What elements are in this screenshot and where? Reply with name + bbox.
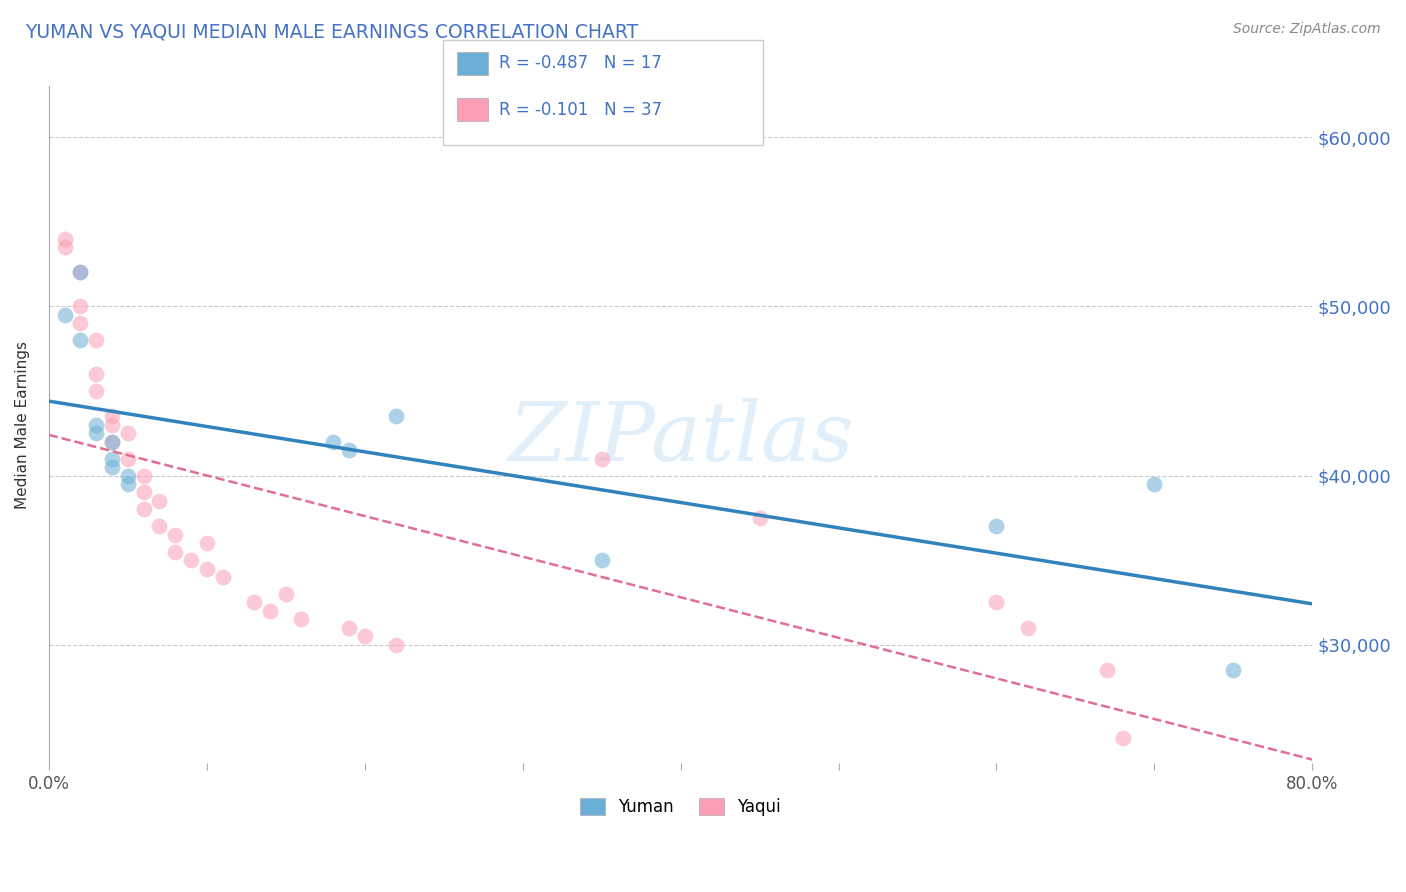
Point [591, 553, 613, 567]
Point [211, 570, 233, 584]
Point [132, 502, 155, 516]
Point [53, 308, 76, 322]
Point [1143, 477, 1166, 491]
Point [322, 434, 344, 449]
Point [117, 426, 139, 441]
Point [195, 561, 218, 575]
Text: Source: ZipAtlas.com: Source: ZipAtlas.com [1233, 22, 1381, 37]
Legend: Yuman, Yaqui: Yuman, Yaqui [574, 791, 787, 822]
Point [53, 240, 76, 254]
Point [1112, 731, 1135, 745]
Text: ZIPatlas: ZIPatlas [508, 399, 853, 478]
Point [84, 426, 107, 441]
Point [243, 595, 266, 609]
Point [84, 384, 107, 398]
Text: R = -0.101   N = 37: R = -0.101 N = 37 [499, 101, 662, 119]
Point [69, 265, 91, 279]
Point [101, 434, 124, 449]
Point [1017, 621, 1039, 635]
Point [148, 494, 170, 508]
Point [1095, 663, 1118, 677]
Point [180, 553, 202, 567]
Point [259, 604, 281, 618]
Point [101, 434, 124, 449]
Point [84, 417, 107, 432]
Point [117, 468, 139, 483]
Point [290, 612, 312, 626]
Point [591, 451, 613, 466]
Point [117, 451, 139, 466]
Point [84, 333, 107, 347]
Point [69, 265, 91, 279]
Point [274, 587, 297, 601]
Point [337, 621, 360, 635]
Point [385, 409, 408, 424]
Point [165, 527, 187, 541]
Point [69, 333, 91, 347]
Point [337, 443, 360, 458]
Point [353, 629, 375, 643]
Text: R = -0.487   N = 17: R = -0.487 N = 17 [499, 54, 662, 72]
Point [101, 409, 124, 424]
Text: YUMAN VS YAQUI MEDIAN MALE EARNINGS CORRELATION CHART: YUMAN VS YAQUI MEDIAN MALE EARNINGS CORR… [25, 22, 638, 41]
Point [132, 485, 155, 500]
Point [195, 536, 218, 550]
Point [101, 417, 124, 432]
Point [117, 477, 139, 491]
Y-axis label: Median Male Earnings: Median Male Earnings [15, 341, 30, 508]
Point [165, 544, 187, 558]
Point [132, 468, 155, 483]
Point [748, 510, 770, 524]
Point [385, 638, 408, 652]
Point [148, 519, 170, 533]
Point [69, 316, 91, 330]
Point [69, 299, 91, 313]
Point [53, 232, 76, 246]
Point [84, 367, 107, 381]
Point [986, 595, 1008, 609]
Point [986, 519, 1008, 533]
Point [101, 451, 124, 466]
Point [101, 460, 124, 475]
Point [1222, 663, 1244, 677]
